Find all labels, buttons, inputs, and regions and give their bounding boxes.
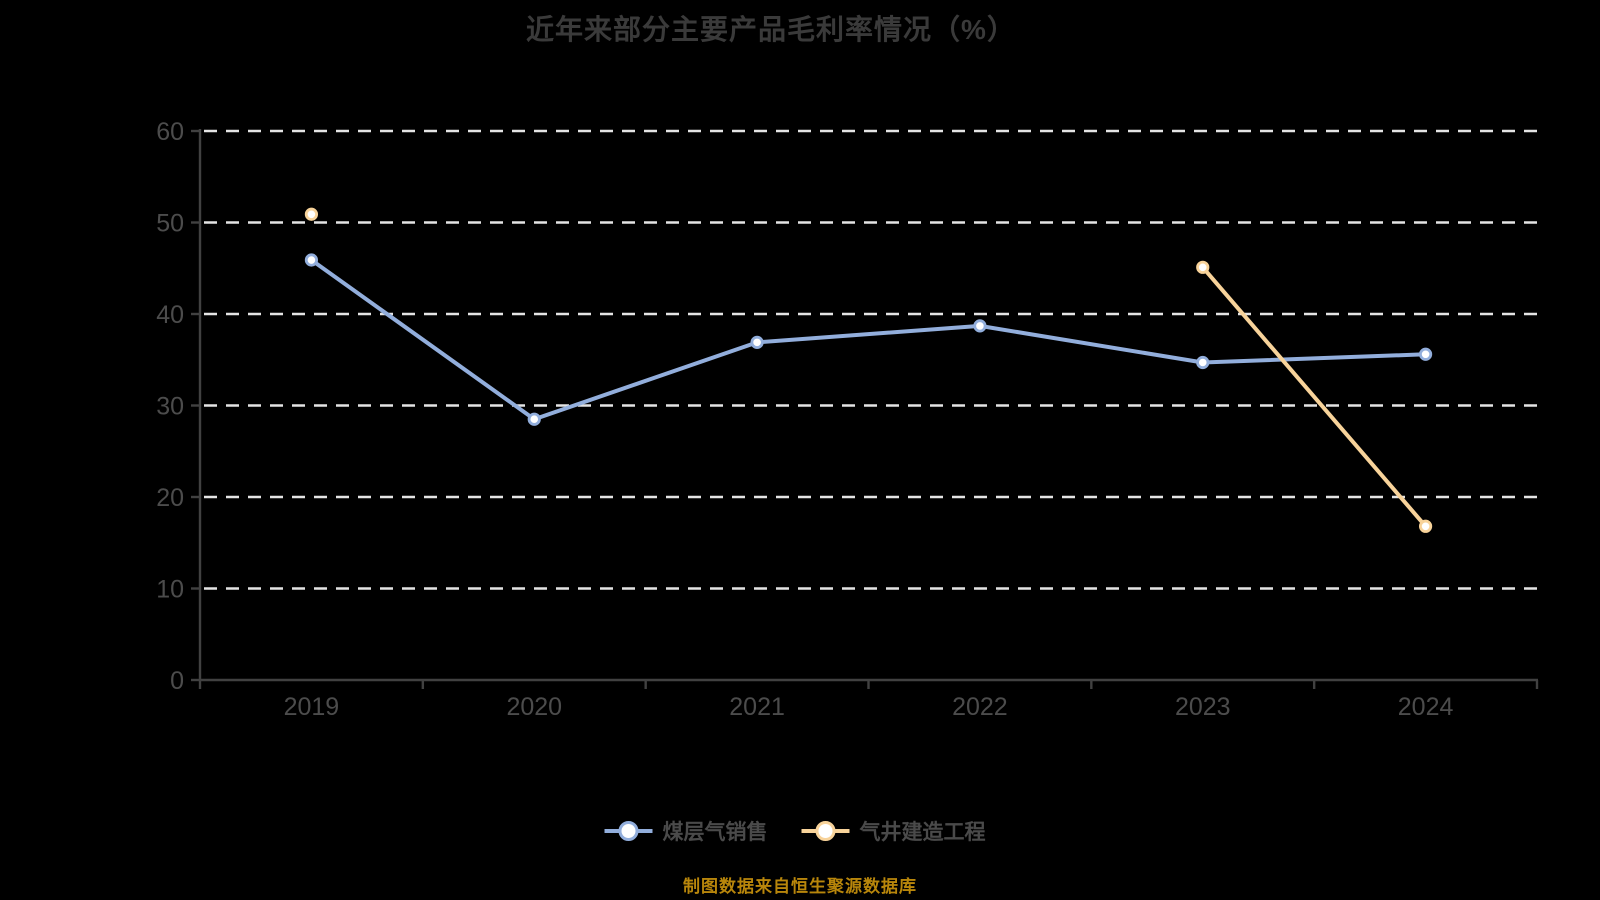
line-series-marker-icon [801, 821, 850, 841]
x-axis-label: 2023 [1175, 693, 1231, 721]
y-axis-label: 10 [156, 576, 184, 604]
data-point-marker [304, 253, 319, 267]
x-axis-label: 2024 [1398, 693, 1454, 721]
data-point-marker [973, 319, 987, 333]
line-chart: 0 10 20 30 40 50 60 2019 2020 2021 2022 2023 2024 [156, 118, 1539, 721]
chart-title: 近年来部分主要产品毛利率情况（%） [526, 14, 1016, 45]
y-axis-label: 50 [156, 210, 184, 238]
y-axis-label: 60 [156, 118, 184, 146]
line-series-marker-icon [604, 821, 653, 841]
x-axis-label: 2020 [506, 693, 562, 721]
series-line-1 [1200, 265, 1428, 529]
data-point-marker [750, 335, 764, 349]
y-axis-label: 40 [156, 301, 184, 329]
data-point-marker [304, 207, 319, 221]
data-point-marker [1418, 347, 1433, 361]
data-point-marker [1418, 519, 1433, 533]
data-point-marker [527, 412, 541, 426]
y-axis-label: 30 [156, 393, 184, 421]
legend-item-series-0: 煤层气销售 [604, 816, 768, 846]
data-point-marker [1196, 355, 1210, 370]
series-line-0 [309, 258, 1428, 422]
chart-source-note: 制图数据来自恒生聚源数据库 [683, 877, 917, 896]
legend-label: 煤层气销售 [662, 821, 768, 844]
x-axis-label: 2019 [284, 693, 340, 721]
chart-legend: 煤层气销售 气井建造工程 [604, 816, 986, 846]
y-axis-label: 20 [156, 484, 184, 512]
legend-item-series-1: 气井建造工程 [801, 816, 986, 846]
x-axis-label: 2022 [952, 693, 1008, 721]
x-axis-label: 2021 [729, 693, 785, 721]
y-axis-label: 0 [170, 667, 184, 695]
legend-label: 气井建造工程 [859, 821, 986, 844]
data-point-marker [1196, 260, 1210, 274]
